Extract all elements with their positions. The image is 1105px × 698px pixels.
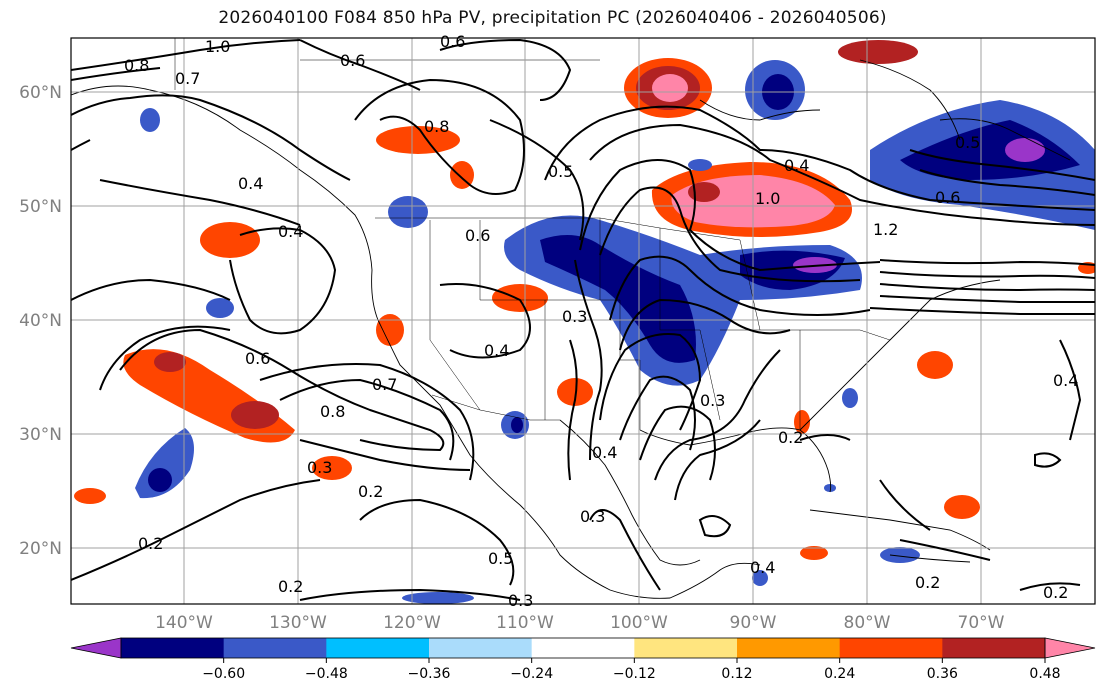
contour-label: 1.0: [755, 189, 780, 208]
contour-label: 0.4: [238, 174, 263, 193]
lon-label: 70°W: [958, 613, 1005, 633]
lat-label: 50°N: [19, 197, 62, 217]
contour-label: 0.6: [465, 226, 490, 245]
contour-label: 1.2: [873, 220, 898, 239]
contour-label: 0.4: [484, 341, 509, 360]
contour-label: 0.6: [340, 51, 365, 70]
colorbar-tick-label: 0.48: [1029, 666, 1060, 682]
colorbar-swatch: [121, 638, 225, 658]
figure-title: 2026040100 F084 850 hPa PV, precipitatio…: [218, 8, 887, 28]
lon-label: 130°W: [269, 613, 327, 633]
colorbar-swatch: [942, 638, 1046, 658]
contour-label: 0.8: [320, 402, 345, 421]
colorbar-extend-high: [1044, 637, 1096, 659]
longitude-labels: 140°W 130°W 120°W 110°W 100°W 90°W 80°W …: [155, 613, 1005, 633]
contour-label: 0.5: [955, 133, 980, 152]
lon-label: 80°W: [844, 613, 891, 633]
contour-label: 0.3: [508, 591, 533, 610]
colorbar-tick-label: −0.48: [305, 666, 348, 682]
map-frame: [70, 37, 1096, 605]
contour-label: 1.0: [205, 37, 230, 56]
colorbar-swatch: [429, 638, 533, 658]
contour-label: 0.2: [915, 573, 940, 592]
lon-label: 100°W: [610, 613, 668, 633]
colorbar-tick-label: −0.12: [613, 666, 656, 682]
contour-label: 0.3: [700, 391, 725, 410]
contour-label: 0.3: [307, 458, 332, 477]
graticule: [71, 38, 1095, 604]
colorbar-extend-low: [70, 637, 122, 659]
colorbar-tick-label: 0.12: [721, 666, 752, 682]
contour-label: 0.6: [440, 32, 465, 51]
lat-label: 20°N: [19, 539, 62, 559]
latitude-labels: 60°N 50°N 40°N 30°N 20°N: [19, 83, 62, 559]
contour-label: 0.6: [245, 349, 270, 368]
contour-label: 0.4: [784, 156, 809, 175]
coastlines: [71, 59, 1071, 599]
colorbar-swatch: [839, 638, 943, 658]
colorbar-tick-label: −0.36: [408, 666, 451, 682]
political-borders: [174, 38, 891, 430]
colorbar-swatch: [737, 638, 841, 658]
contour-label: 0.4: [278, 222, 303, 241]
precip-shading: [74, 40, 1095, 604]
contour-label: 0.5: [488, 549, 513, 568]
contour-label: 0.4: [750, 558, 775, 577]
colorbar-tick-label: 0.36: [927, 666, 958, 682]
colorbar-swatch: [634, 638, 738, 658]
colorbar: −0.60 −0.48 −0.36 −0.24 −0.12 0.12 0.24 0.36 0.4…: [70, 637, 1096, 682]
contour-label: 0.4: [1053, 371, 1078, 390]
contour-label: 0.2: [138, 534, 163, 553]
contour-label: 0.3: [580, 507, 605, 526]
contour-label: 0.5: [548, 162, 573, 181]
contour-label: 0.7: [372, 375, 397, 394]
colorbar-outline: [120, 637, 1046, 659]
contour-label: 0.8: [124, 56, 149, 75]
colorbar-swatch: [326, 638, 430, 658]
colorbar-tick-label: 0.24: [824, 666, 855, 682]
colorbar-swatch: [223, 638, 327, 658]
contour-label: 0.2: [278, 577, 303, 596]
colorbar-swatch: [531, 638, 635, 658]
lon-label: 140°W: [155, 613, 213, 633]
lon-label: 110°W: [496, 613, 554, 633]
contour-label: 0.3: [562, 307, 587, 326]
pv-contours: [71, 38, 1095, 601]
contour-label: 0.7: [175, 69, 200, 88]
lon-label: 90°W: [730, 613, 777, 633]
contour-label: 0.2: [1043, 583, 1068, 602]
contour-label: 0.6: [935, 188, 960, 207]
contour-label: 0.8: [424, 117, 449, 136]
colorbar-tick-label: −0.60: [202, 666, 245, 682]
contour-labels: 1.0 0.8 0.7 0.6 0.6 0.8 0.5 0.6 0.4 0.4 …: [124, 32, 1078, 610]
lat-label: 60°N: [19, 83, 62, 103]
colorbar-tick-label: −0.24: [510, 666, 553, 682]
contour-label: 0.4: [592, 443, 617, 462]
lat-label: 30°N: [19, 425, 62, 445]
contour-label: 0.2: [358, 482, 383, 501]
contour-label: 0.2: [778, 428, 803, 447]
lon-label: 120°W: [383, 613, 441, 633]
lat-label: 40°N: [19, 311, 62, 331]
